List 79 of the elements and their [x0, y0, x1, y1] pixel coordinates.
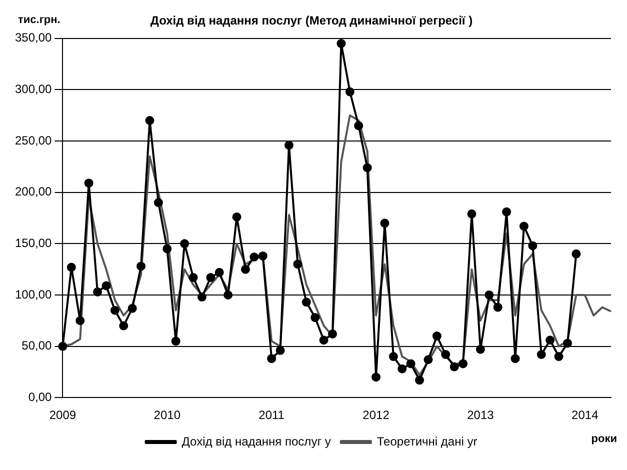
y-tick-label: 300,00 [15, 82, 52, 96]
point [319, 336, 328, 345]
point [388, 352, 398, 362]
point [66, 262, 76, 272]
point [276, 346, 285, 355]
point [345, 87, 354, 96]
point [162, 244, 172, 254]
point [197, 292, 206, 302]
y-tick-label: 100,00 [15, 287, 52, 302]
point [450, 362, 459, 372]
x-tick-label: 2013 [467, 408, 494, 422]
point [458, 359, 468, 368]
point [398, 364, 407, 374]
point [519, 222, 528, 231]
point [372, 372, 381, 382]
point [336, 39, 346, 48]
point [240, 264, 250, 274]
point [380, 218, 390, 228]
point [171, 336, 180, 346]
chart-title: Дохід від надання послуг (Метод динамічної регресії ) [150, 14, 473, 28]
point [424, 355, 433, 364]
point [284, 140, 294, 150]
point [354, 121, 364, 130]
point [562, 338, 572, 348]
point [76, 316, 85, 326]
point [432, 332, 442, 341]
point [441, 350, 450, 359]
legend-label: Теоретичні дані yr [376, 434, 478, 448]
point [84, 178, 94, 188]
point [484, 290, 494, 300]
x-axis-title: роки [591, 433, 617, 446]
point [467, 209, 476, 218]
point [406, 359, 416, 368]
point [110, 306, 120, 315]
x-tick-label: 2011 [258, 408, 285, 422]
y-tick-label: 350,00 [15, 30, 52, 45]
point [536, 350, 546, 359]
y-tick-label: 250,00 [15, 133, 52, 148]
point [119, 321, 128, 330]
point [546, 336, 555, 345]
point [250, 252, 259, 262]
y-axis-title: тис.грн. [18, 14, 60, 26]
point [493, 302, 502, 312]
point [128, 304, 137, 313]
y-tick-label: 0,00 [28, 390, 52, 404]
point [232, 212, 242, 222]
point [188, 273, 198, 282]
point [206, 273, 216, 282]
point [145, 116, 154, 126]
point [224, 290, 233, 300]
point [136, 262, 146, 271]
point [572, 249, 581, 258]
point [154, 198, 163, 208]
x-tick-label: 2014 [572, 408, 599, 422]
point [528, 241, 538, 250]
point [180, 239, 190, 248]
point [267, 354, 276, 364]
y-tick-label: 150,00 [15, 236, 52, 250]
x-tick-label: 2010 [154, 408, 181, 422]
point [415, 376, 424, 385]
point [476, 344, 485, 354]
x-tick-label: 2009 [49, 408, 76, 422]
point [302, 298, 311, 307]
point [102, 281, 111, 290]
point [502, 207, 512, 216]
point [214, 268, 224, 277]
point [554, 352, 564, 362]
point [58, 342, 68, 351]
point [93, 287, 102, 296]
y-tick-label: 200,00 [15, 184, 52, 199]
point [362, 163, 372, 172]
legend-label: Дохід від надання послуг y [182, 434, 331, 448]
point [258, 251, 268, 260]
point [328, 329, 337, 338]
x-tick-label: 2012 [362, 408, 390, 422]
point [510, 354, 520, 364]
point [310, 313, 320, 322]
point [293, 260, 302, 269]
y-tick-label: 50,00 [22, 338, 52, 353]
